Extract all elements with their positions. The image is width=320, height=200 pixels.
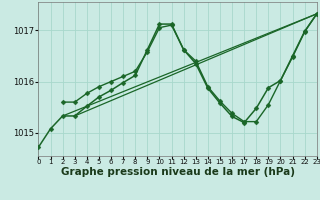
X-axis label: Graphe pression niveau de la mer (hPa): Graphe pression niveau de la mer (hPa) [60, 167, 295, 177]
